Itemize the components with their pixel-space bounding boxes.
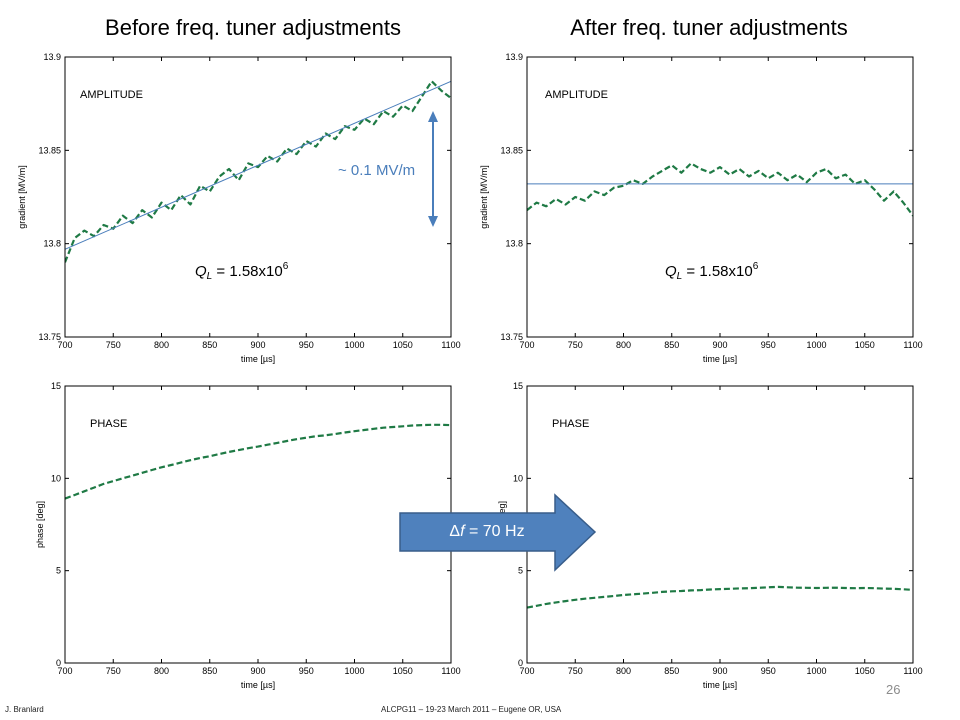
x-tick-label: 1100	[441, 666, 460, 676]
measured-line	[65, 423, 451, 500]
q-symbol: Q	[665, 263, 677, 280]
span-arrow-head-up	[428, 111, 438, 122]
phase-before-chart: 700 750 800 850 900 950 1000 1050 1100 0 5 10 15 time…	[35, 381, 461, 690]
x-tick-label: 750	[106, 340, 121, 350]
x-axis-label: time [µs]	[703, 680, 737, 690]
x-tick-label: 800	[616, 666, 631, 676]
x-tick-label: 1000	[806, 666, 826, 676]
y-tick-label: 13.9	[505, 52, 523, 62]
amplitude-after-chart: 700 750 800 850 900 950 1000 1050 1100 13.75 13.8 1…	[479, 52, 923, 364]
x-tick-label: 1050	[393, 340, 413, 350]
after-title: After freq. tuner adjustments	[570, 15, 848, 40]
y-tick-label: 15	[51, 381, 61, 391]
x-tick-label: 800	[616, 340, 631, 350]
fit-line	[65, 80, 451, 250]
phase-after-label: PHASE	[552, 418, 590, 430]
amplitude-before-label: AMPLITUDE	[80, 89, 143, 101]
x-tick-label: 700	[57, 666, 72, 676]
x-tick-label: 750	[568, 666, 583, 676]
y-tick-label: 13.85	[38, 145, 61, 155]
q-value: = 1.58x10	[682, 263, 753, 280]
x-tick-label: 1000	[344, 666, 364, 676]
x-tick-label: 750	[106, 666, 121, 676]
gradient-span-label: ~ 0.1 MV/m	[338, 162, 416, 179]
x-tick-label: 700	[519, 340, 534, 350]
x-tick-label: 750	[568, 340, 583, 350]
x-tick-label: 900	[250, 666, 265, 676]
y-tick-label: 0	[56, 658, 61, 668]
x-tick-label: 850	[202, 666, 217, 676]
measured-line	[527, 585, 913, 609]
y-tick-label: 13.8	[505, 239, 523, 249]
x-tick-label: 850	[202, 340, 217, 350]
x-tick-label: 850	[664, 666, 679, 676]
x-tick-label: 1050	[855, 340, 875, 350]
x-tick-label: 950	[299, 340, 314, 350]
page-number: 26	[886, 682, 901, 697]
q-subscript: L	[676, 271, 683, 282]
y-tick-label: 13.8	[43, 239, 61, 249]
span-arrow-head-down	[428, 216, 438, 227]
q-subscript: L	[206, 271, 213, 282]
before-title: Before freq. tuner adjustments	[105, 15, 401, 40]
x-tick-label: 700	[519, 666, 534, 676]
loaded-q-before: QL = 1.58x106	[195, 262, 288, 282]
q-exponent: 6	[752, 261, 759, 272]
x-axis-label: time [µs]	[241, 680, 275, 690]
frequency-variable: f	[460, 523, 465, 540]
measured-line	[65, 80, 451, 263]
y-tick-label: 10	[51, 473, 61, 483]
frequency-shift-value: = 70 Hz	[464, 523, 525, 540]
delta-symbol: Δ	[449, 523, 461, 540]
x-tick-label: 1100	[441, 340, 460, 350]
x-tick-label: 950	[761, 666, 776, 676]
q-value: = 1.58x10	[212, 263, 283, 280]
y-tick-label: 5	[518, 566, 523, 576]
measured-line	[527, 162, 913, 217]
x-tick-label: 900	[712, 666, 727, 676]
y-tick-label: 13.75	[500, 332, 523, 342]
phase-after-chart: 700 750 800 850 900 950 1000 1050 1100 0 5 10 15 time…	[497, 381, 923, 690]
x-tick-label: 850	[664, 340, 679, 350]
y-axis-label: gradient [MV/m]	[17, 165, 27, 229]
amplitude-after-label: AMPLITUDE	[545, 89, 608, 101]
x-tick-label: 1050	[855, 666, 875, 676]
x-tick-label: 800	[154, 340, 169, 350]
q-exponent: 6	[282, 261, 289, 272]
y-tick-label: 10	[513, 473, 523, 483]
x-tick-label: 950	[761, 340, 776, 350]
phase-before-label: PHASE	[90, 418, 128, 430]
y-tick-label: 13.9	[43, 52, 61, 62]
x-tick-label: 1000	[344, 340, 364, 350]
y-tick-label: 0	[518, 658, 523, 668]
x-tick-label: 1050	[393, 666, 413, 676]
loaded-q-after: QL = 1.58x106	[665, 262, 758, 282]
frequency-shift-label: Δf = 70 Hz	[400, 522, 574, 542]
y-tick-label: 5	[56, 566, 61, 576]
y-axis-label: phase [deg]	[35, 501, 45, 548]
x-tick-label: 950	[299, 666, 314, 676]
x-tick-label: 900	[712, 340, 727, 350]
footer-event: ALCPG11 – 19-23 March 2011 – Eugene OR, …	[381, 705, 562, 714]
x-axis-label: time [µs]	[703, 354, 737, 364]
footer-author: J. Branlard	[5, 705, 44, 714]
y-tick-label: 13.75	[38, 332, 61, 342]
x-tick-label: 1100	[903, 666, 922, 676]
x-tick-label: 900	[250, 340, 265, 350]
x-tick-label: 1000	[806, 340, 826, 350]
q-symbol: Q	[195, 263, 207, 280]
x-tick-label: 1100	[903, 340, 922, 350]
y-axis-label: gradient [MV/m]	[479, 165, 489, 229]
amplitude-before-chart: 700 750 800 850 900 950 1000 1050 1100 13.75 13.8 1…	[17, 52, 461, 364]
x-axis-label: time [µs]	[241, 354, 275, 364]
frequency-shift-arrow	[399, 493, 597, 572]
y-tick-label: 13.85	[500, 145, 523, 155]
y-tick-label: 15	[513, 381, 523, 391]
span-double-arrow	[428, 111, 438, 227]
x-tick-label: 800	[154, 666, 169, 676]
x-tick-label: 700	[57, 340, 72, 350]
